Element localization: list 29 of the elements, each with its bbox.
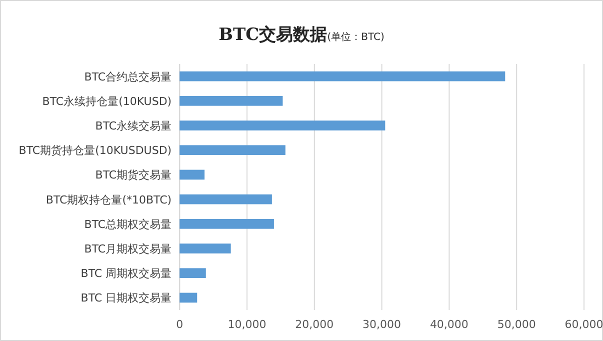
bar <box>180 194 272 204</box>
y-tick-label: BTC 周期权交易量 <box>80 267 172 280</box>
x-tick-label: 50,000 <box>497 318 536 331</box>
x-tick-label: 40,000 <box>430 318 468 331</box>
x-tick-label: 0 <box>176 318 184 331</box>
y-tick-label: BTC 日期权交易量 <box>80 292 172 305</box>
x-tick-label: 10,000 <box>228 318 266 331</box>
y-tick-label: BTC总期权交易量 <box>84 218 172 231</box>
bar <box>180 71 506 82</box>
x-tick-label: 30,000 <box>362 318 402 331</box>
x-tick-label: 20,000 <box>295 318 334 331</box>
y-tick-label: BTC永续持仓量(10KUSD) <box>42 94 172 108</box>
bar <box>180 268 206 278</box>
chart-subtitle: (单位：BTC) <box>327 31 384 43</box>
y-tick-label: BTC永续交易量 <box>95 120 172 132</box>
chart-title: BTC交易数据 <box>218 25 328 45</box>
bar <box>180 170 205 180</box>
y-tick-label: BTC期货持仓量(10KUSDUSD) <box>18 144 172 158</box>
bar <box>180 96 283 106</box>
x-tick-label: 60,000 <box>564 318 603 331</box>
y-tick-label: BTC合约总交易量 <box>84 70 172 84</box>
y-tick-label: BTC期权持仓量(*10BTC) <box>46 193 172 206</box>
y-tick-label: BTC期货交易量 <box>95 168 172 182</box>
bar <box>180 292 198 303</box>
bar <box>180 145 286 156</box>
y-tick-label: BTC月期权交易量 <box>84 242 172 256</box>
bar <box>180 120 386 130</box>
bar <box>180 218 274 229</box>
bar <box>180 244 231 254</box>
